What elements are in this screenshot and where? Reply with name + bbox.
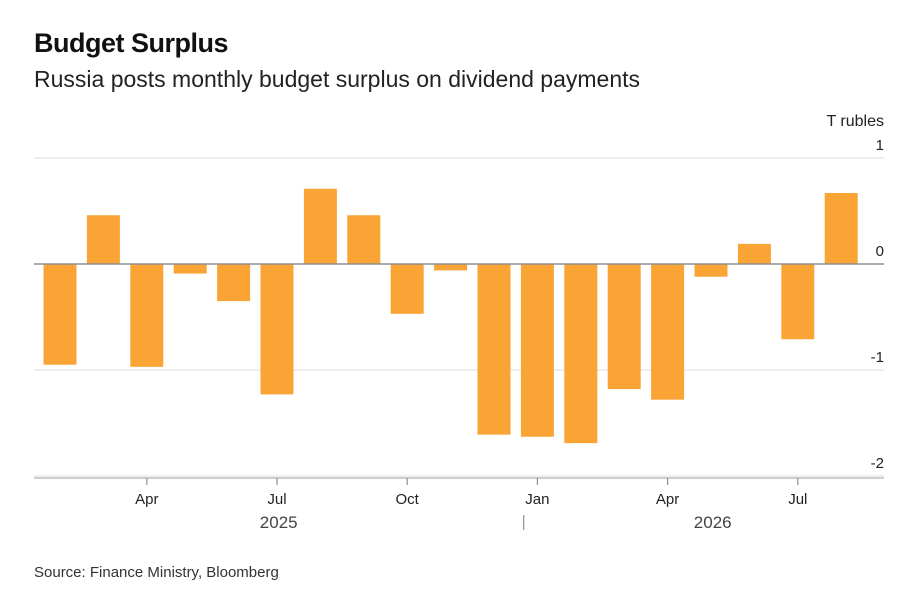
- y-tick-label: 0: [876, 243, 884, 260]
- source-note: Source: Finance Ministry, Bloomberg: [34, 564, 279, 581]
- bar: [303, 188, 337, 264]
- bar: [477, 264, 511, 435]
- bar: [737, 243, 771, 264]
- x-tick-label: Jan: [525, 491, 549, 508]
- bars: [43, 188, 858, 444]
- y-tick-label: -1: [871, 349, 884, 366]
- bar: [43, 264, 77, 365]
- bar: [347, 215, 381, 264]
- bar: [607, 264, 641, 390]
- y-unit-label: T rubles: [826, 113, 884, 130]
- bar: [86, 215, 120, 264]
- bar: [217, 264, 251, 302]
- grid-lines: [34, 157, 884, 477]
- bar: [824, 192, 858, 264]
- x-axis: [34, 263, 884, 530]
- x-tick-label: Jul: [267, 491, 286, 508]
- x-tick-label: Oct: [396, 491, 420, 508]
- bar: [694, 264, 728, 277]
- bar: [434, 264, 468, 271]
- y-tick-label: 1: [876, 137, 884, 154]
- axis-labels: T rubles 1 0 -1 -2 Apr Jul Oct Jan Apr Jul 2025 2026: [135, 113, 884, 532]
- bar: [651, 264, 685, 400]
- bar: [564, 264, 598, 444]
- y-tick-label: -2: [871, 455, 884, 472]
- bar: [260, 264, 294, 395]
- x-tick-label: Jul: [788, 491, 807, 508]
- chart-subtitle: Russia posts monthly budget surplus on d…: [34, 66, 641, 92]
- chart-title: Budget Surplus: [34, 28, 229, 58]
- bar: [390, 264, 424, 314]
- x-tick-label: Apr: [656, 491, 679, 508]
- bar: [130, 264, 164, 367]
- bar: [520, 264, 554, 437]
- x-tick-label: Apr: [135, 491, 158, 508]
- year-label: 2026: [694, 513, 732, 532]
- bar: [781, 264, 815, 340]
- bar: [173, 264, 207, 274]
- year-label: 2025: [260, 513, 298, 532]
